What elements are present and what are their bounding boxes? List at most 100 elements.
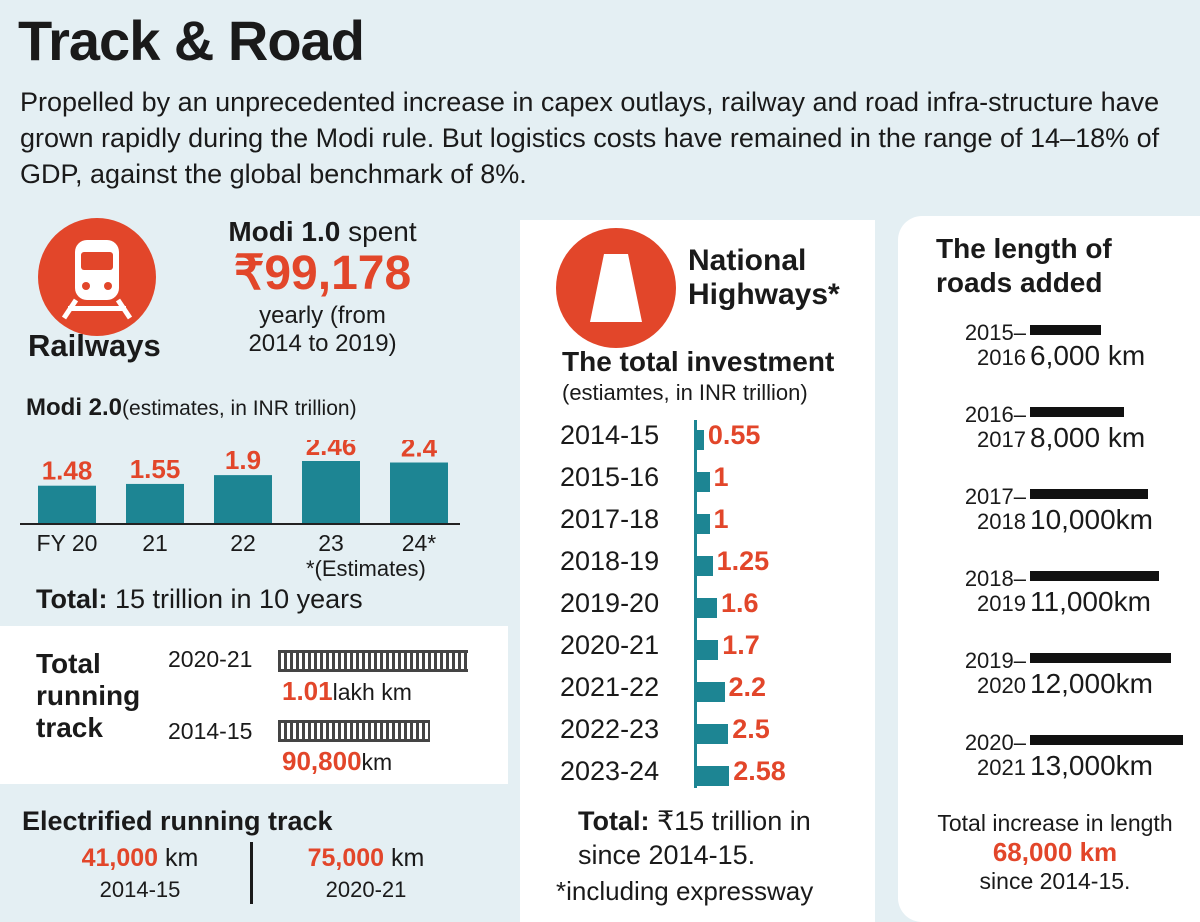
modi2-bar	[126, 484, 184, 523]
roads-year-line: 2019–	[922, 648, 1026, 673]
highways-year-label: 2020-21	[560, 630, 700, 661]
highways-investment-value: 2.58	[733, 756, 786, 787]
modi2-bar-value: 2.46	[306, 440, 357, 461]
roads-length-value: 6,000 km	[1030, 340, 1145, 372]
track-value-2020-unit: lakh km	[333, 679, 412, 705]
highways-axis-line	[694, 420, 697, 788]
rail-track-icon	[278, 650, 468, 672]
modi2-bar	[38, 486, 96, 523]
road-icon	[556, 228, 676, 348]
investment-note: (estiamtes, in INR trillion)	[562, 380, 808, 406]
modi1-block: Modi 1.0 spent ₹99,178 yearly (from 2014…	[200, 216, 445, 358]
track-year-2020: 2020-21	[168, 646, 252, 673]
highways-investment-bar	[697, 724, 728, 744]
modi1-amount: ₹99,178	[200, 248, 445, 300]
roads-year-line: 2016	[922, 345, 1026, 370]
roads-length-value: 11,000km	[1030, 586, 1151, 618]
roads-year-line: 2017	[922, 427, 1026, 452]
highways-year-label: 2023-24	[560, 756, 700, 787]
roads-length-value: 8,000 km	[1030, 422, 1145, 454]
roads-year-label: 2017– 2018	[922, 484, 1026, 534]
electrified-2020-unit: km	[384, 844, 424, 872]
electrified-2014: 41,000 km 2014-15	[60, 844, 220, 903]
modi2-bar	[214, 475, 272, 523]
highways-investment-value: 2.5	[732, 714, 770, 745]
roads-year-line: 2015–	[922, 320, 1026, 345]
roads-length-value: 12,000km	[1030, 668, 1153, 700]
roads-total-value: 68,000 km	[910, 837, 1200, 868]
highways-investment-bar	[697, 598, 717, 618]
roads-year-line: 2019	[922, 591, 1026, 616]
highways-label: National Highways*	[688, 244, 868, 312]
modi1-spent: spent	[340, 216, 416, 247]
highways-year-label: 2021-22	[560, 672, 700, 703]
modi2-bar	[302, 461, 360, 523]
roads-length-value: 13,000km	[1030, 750, 1153, 782]
roads-title: The length of roads added	[936, 232, 1136, 300]
track-value-2014-number: 90,800	[282, 746, 362, 776]
highways-investment-bar	[697, 556, 713, 576]
highways-year-label: 2014-15	[560, 420, 700, 451]
roads-length-bar	[1030, 571, 1159, 581]
electrified-divider	[250, 842, 253, 904]
running-track-label: Total running track	[36, 648, 166, 744]
modi2-bar	[390, 463, 448, 523]
highways-investment-value: 1.6	[721, 588, 759, 619]
modi2-bar-value: 1.9	[225, 445, 261, 475]
train-icon	[38, 218, 156, 336]
railways-total-text: 15 trillion in 10 years	[107, 584, 362, 614]
page-title: Track & Road	[18, 8, 364, 73]
highways-year-label: 2015-16	[560, 462, 700, 493]
highways-investment-bar	[697, 472, 710, 492]
modi2-label: Modi 2.0	[26, 394, 122, 421]
roads-total-label: Total increase in length	[910, 810, 1200, 837]
roads-year-line: 2020–	[922, 730, 1026, 755]
highways-investment-value: 1	[714, 504, 729, 535]
railways-total-label: Total:	[36, 584, 107, 614]
roads-length-bar	[1030, 653, 1171, 663]
highways-footnote: *including expressway	[556, 876, 813, 907]
highways-year-label: 2017-18	[560, 504, 700, 535]
roads-year-label: 2018– 2019	[922, 566, 1026, 616]
railways-icon-circle	[38, 218, 156, 336]
highways-investment-bar	[697, 640, 718, 660]
roads-year-line: 2021	[922, 755, 1026, 780]
electrified-2014-value: 41,000	[82, 844, 158, 872]
highways-investment-value: 2.2	[729, 672, 767, 703]
highways-total: Total: ₹15 trillion in since 2014-15.	[578, 804, 838, 872]
roads-year-label: 2015– 2016	[922, 320, 1026, 370]
roads-length-bar	[1030, 407, 1124, 417]
electrified-2014-unit: km	[158, 844, 198, 872]
roads-year-label: 2020– 2021	[922, 730, 1026, 780]
electrified-2020: 75,000 km 2020-21	[286, 844, 446, 903]
track-year-2014: 2014-15	[168, 718, 252, 745]
highways-year-label: 2022-23	[560, 714, 700, 745]
roads-year-label: 2016– 2017	[922, 402, 1026, 452]
modi2-bar-value: 2.4	[401, 440, 438, 463]
modi2-category-label: 23	[318, 530, 344, 555]
highways-year-label: 2018-19	[560, 546, 700, 577]
highways-investment-value: 1	[714, 462, 729, 493]
roads-length-value: 10,000km	[1030, 504, 1153, 536]
roads-year-line: 2017–	[922, 484, 1026, 509]
electrified-2014-year: 2014-15	[60, 877, 220, 903]
highways-icon-circle	[556, 228, 676, 348]
highways-year-label: 2019-20	[560, 588, 700, 619]
roads-year-line: 2018	[922, 509, 1026, 534]
roads-year-line: 2020	[922, 673, 1026, 698]
roads-length-bar	[1030, 489, 1148, 499]
track-value-2020: 1.01lakh km	[282, 676, 412, 707]
investment-title: The total investment	[562, 346, 834, 378]
modi2-heading: Modi 2.0(estimates, in INR trillion)	[26, 394, 357, 422]
roads-total-since: since 2014-15.	[910, 868, 1200, 895]
highways-investment-bar	[697, 766, 729, 786]
modi2-category-label: FY 20	[37, 530, 98, 555]
modi2-category-label: 24*	[402, 530, 437, 555]
roads-year-line: 2016–	[922, 402, 1026, 427]
roads-year-line: 2018–	[922, 566, 1026, 591]
modi2-note: (estimates, in INR trillion)	[122, 397, 357, 420]
highways-investment-value: 1.7	[722, 630, 760, 661]
highways-investment-value: 1.25	[717, 546, 770, 577]
modi1-label: Modi 1.0	[228, 216, 340, 247]
highways-total-label: Total:	[578, 806, 649, 836]
